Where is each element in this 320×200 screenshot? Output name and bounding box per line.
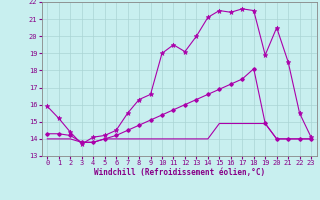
X-axis label: Windchill (Refroidissement éolien,°C): Windchill (Refroidissement éolien,°C) — [94, 168, 265, 177]
